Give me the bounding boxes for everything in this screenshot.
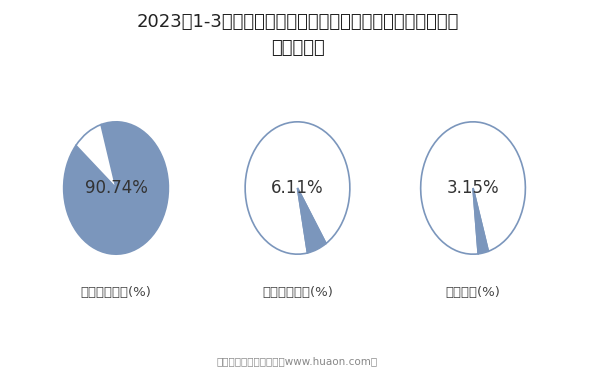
Text: 6.11%: 6.11%: [271, 179, 324, 197]
Wedge shape: [76, 124, 116, 188]
Wedge shape: [421, 122, 525, 254]
Wedge shape: [64, 122, 168, 254]
Text: 其他产值(%): 其他产值(%): [446, 286, 500, 299]
Text: 2023年1-3月陕西国有及国有控股建筑业工程、安装工程及其: 2023年1-3月陕西国有及国有控股建筑业工程、安装工程及其: [136, 13, 459, 31]
Wedge shape: [245, 122, 350, 254]
Wedge shape: [473, 188, 488, 254]
Text: 建筑工程产值(%): 建筑工程产值(%): [80, 286, 152, 299]
Wedge shape: [298, 188, 326, 253]
Text: 3.15%: 3.15%: [447, 179, 499, 197]
Text: 制图：华经产业研究院（www.huaon.com）: 制图：华经产业研究院（www.huaon.com）: [217, 356, 378, 367]
Text: 90.74%: 90.74%: [84, 179, 148, 197]
Text: 安装工程产值(%): 安装工程产值(%): [262, 286, 333, 299]
Text: 他产值结构: 他产值结构: [271, 39, 324, 58]
